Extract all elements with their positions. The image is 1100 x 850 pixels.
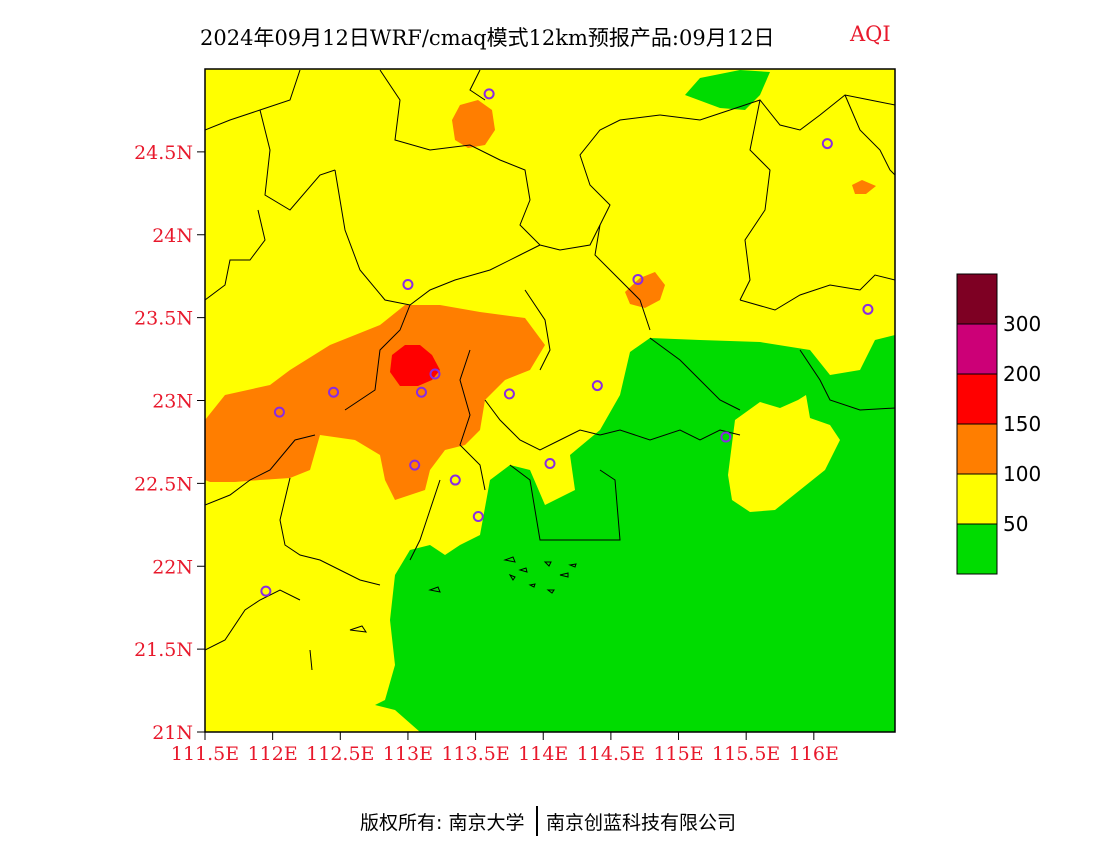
- legend-label: 200: [1003, 362, 1041, 386]
- footer-separator: [536, 806, 538, 836]
- admin-boundaries: [205, 69, 895, 651]
- lat-tick-label: 24N: [152, 225, 193, 247]
- legend-label: 100: [1003, 462, 1041, 486]
- copyright-company: 南京创蓝科技有限公司: [546, 812, 737, 834]
- legend-swatch: [956, 523, 998, 575]
- lat-tick-label: 21.5N: [134, 639, 193, 661]
- legend-swatch: [956, 373, 998, 425]
- legend-label: 150: [1003, 412, 1041, 436]
- legend-label: 50: [1003, 512, 1028, 536]
- station-marker: [273, 406, 285, 418]
- lon-tick-label: 112.5E: [306, 743, 374, 765]
- aqi-zone-unhealthy-sensitive-ne: [852, 180, 876, 194]
- lat-tick-label: 22.5N: [134, 473, 193, 495]
- aqi-zone-unhealthy-sensitive: [205, 305, 545, 500]
- station-marker: [472, 511, 484, 523]
- legend-swatch: [956, 323, 998, 375]
- lon-tick-label: 113E: [383, 743, 433, 765]
- legend-swatch: [956, 273, 998, 325]
- longitude-axis: 111.5E 112E 112.5E 113E 113.5E 114E 114.5E 115E…: [171, 732, 839, 765]
- station-marker: [483, 88, 495, 100]
- station-marker: [409, 459, 421, 471]
- aqi-legend: 50 100 150 200 300: [956, 273, 1041, 575]
- legend-label: 300: [1003, 312, 1041, 336]
- latitude-axis: 21N 21.5N 22N 22.5N 23N 23.5N 24N 24.5N: [134, 142, 205, 744]
- aqi-zone-good-ne: [685, 70, 770, 110]
- lat-tick-label: 22N: [152, 556, 193, 578]
- legend-swatch: [956, 473, 998, 525]
- aqi-zone-unhealthy: [390, 345, 440, 386]
- islands: [309, 556, 577, 671]
- lon-tick-label: 115.5E: [712, 743, 780, 765]
- station-marker: [449, 474, 461, 486]
- lon-tick-label: 116E: [789, 743, 839, 765]
- station-marker: [720, 431, 732, 443]
- station-marker: [429, 368, 441, 380]
- lat-tick-label: 24.5N: [134, 142, 193, 164]
- station-marker: [821, 138, 833, 150]
- station-marker: [260, 585, 272, 597]
- station-marker: [862, 303, 874, 315]
- station-marker: [328, 386, 340, 398]
- station-marker: [415, 386, 427, 398]
- lon-tick-label: 112E: [248, 743, 298, 765]
- lat-tick-label: 23N: [152, 391, 193, 413]
- lon-tick-label: 111.5E: [171, 743, 239, 765]
- title-main: 2024年09月12日WRF/cmaq模式12km预报产品:09月12日: [200, 26, 775, 50]
- station-marker: [544, 457, 556, 469]
- station-marker: [503, 388, 515, 400]
- legend-swatch: [956, 423, 998, 475]
- station-marker: [402, 278, 414, 290]
- lat-tick-label: 23.5N: [134, 308, 193, 330]
- aqi-zone-unhealthy-sensitive-e: [625, 272, 665, 308]
- aqi-field: [205, 69, 895, 732]
- lon-tick-label: 114.5E: [577, 743, 645, 765]
- lon-tick-label: 114E: [518, 743, 568, 765]
- lon-tick-label: 113.5E: [441, 743, 509, 765]
- station-marker: [591, 380, 603, 392]
- lat-tick-label: 21N: [152, 722, 193, 744]
- monitoring-stations: [260, 88, 874, 597]
- lon-tick-label: 115E: [653, 743, 703, 765]
- copyright-owner: 版权所有: 南京大学: [360, 812, 525, 834]
- aqi-zone-unhealthy-sensitive-n: [452, 100, 495, 148]
- title-variable: AQI: [850, 22, 891, 46]
- station-marker: [632, 274, 644, 286]
- aqi-zone-moderate-island: [728, 395, 840, 512]
